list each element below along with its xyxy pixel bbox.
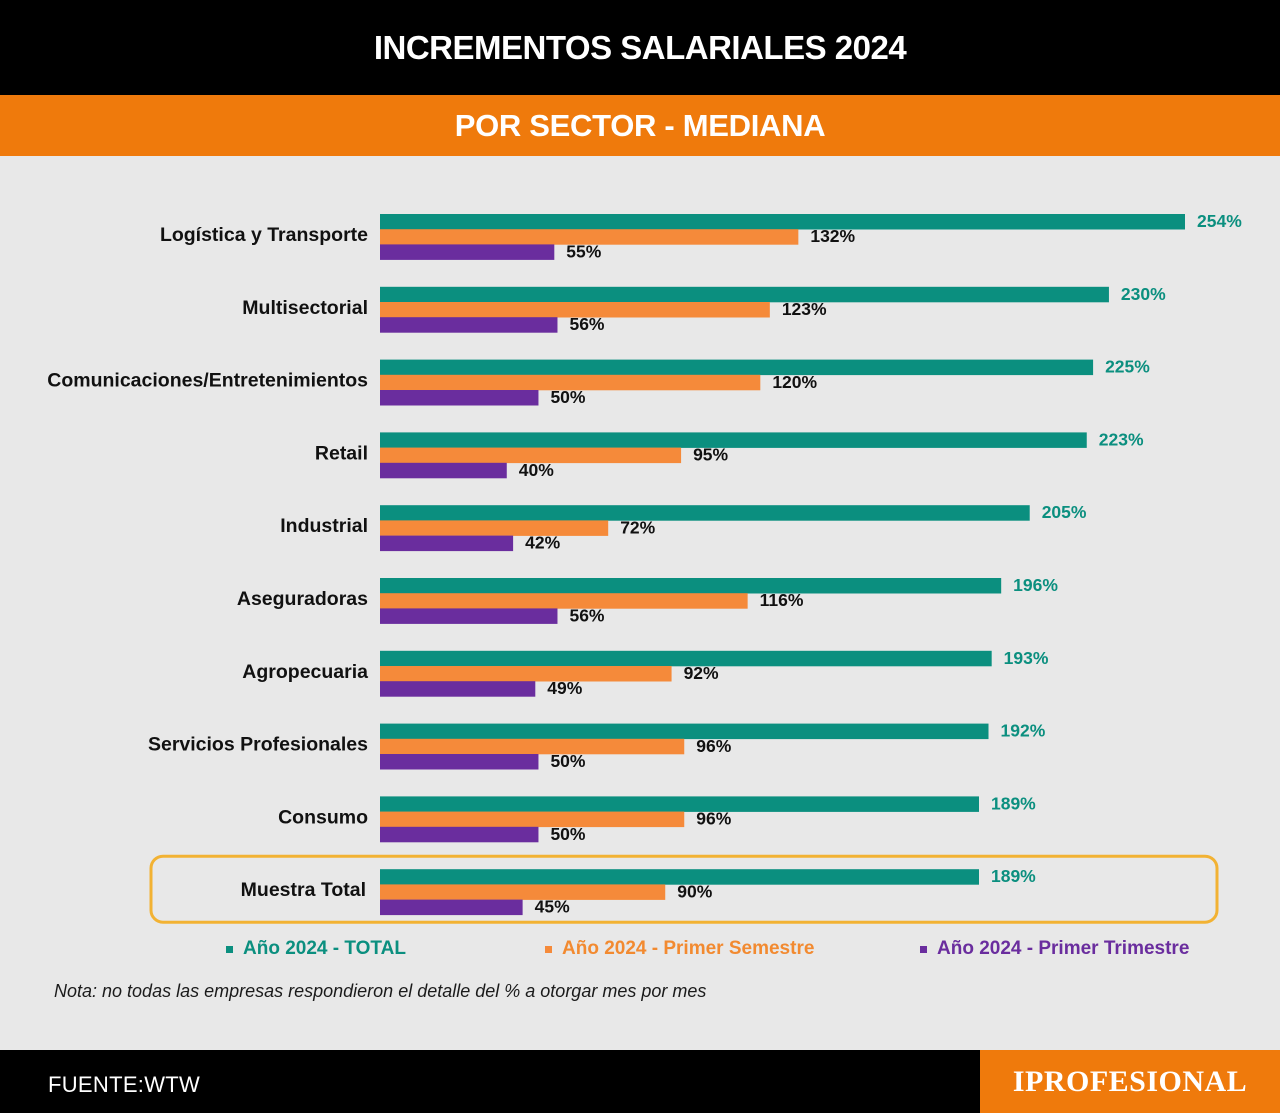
value-label-total-comunicaciones-entretenimientos: 225% <box>1105 357 1150 377</box>
brand-box: IPROFESIONAL <box>980 1050 1280 1113</box>
bar-total-aseguradoras <box>380 578 1002 594</box>
bar-total-multisectorial <box>380 286 1109 303</box>
muestra-total-highlight <box>149 854 1219 924</box>
category-label-multisectorial: Multisectorial <box>242 297 368 319</box>
legend-total-swatch <box>226 945 233 953</box>
bar-total-logistica-y-transporte <box>380 214 1185 230</box>
bar-total-comunicaciones-entretenimientos <box>380 359 1094 376</box>
bar-trimestre-muestra-total <box>380 899 523 916</box>
value-label-total-multisectorial: 230% <box>1121 284 1166 304</box>
category-label-consumo: Consumo <box>278 806 368 828</box>
bar-total-retail <box>380 432 1087 448</box>
value-label-semestre-agropecuaria: 92% <box>684 663 719 683</box>
value-label-trimestre-consumo: 50% <box>550 824 585 844</box>
value-label-total-muestra-total: 189% <box>991 866 1036 886</box>
value-label-semestre-consumo: 96% <box>696 809 731 829</box>
bar-semestre-servicios-profesionales <box>380 738 685 755</box>
legend-trimestre-swatch <box>920 945 927 953</box>
bar-trimestre-multisectorial <box>380 317 558 333</box>
value-label-trimestre-servicios-profesionales: 50% <box>550 751 585 771</box>
bar-semestre-multisectorial <box>380 302 770 318</box>
bar-total-muestra-total <box>380 869 979 885</box>
chart-title: INCREMENTOS SALARIALES 2024 <box>0 0 1280 95</box>
value-label-trimestre-aseguradoras: 56% <box>569 605 604 625</box>
value-label-trimestre-agropecuaria: 49% <box>547 678 582 698</box>
chart-subtitle: POR SECTOR - MEDIANA <box>0 95 1280 156</box>
value-label-semestre-comunicaciones-entretenimientos: 120% <box>772 372 817 392</box>
bar-trimestre-servicios-profesionales <box>380 754 539 770</box>
category-label-aseguradoras: Aseguradoras <box>237 588 368 610</box>
legend-semestre-label: Año 2024 - Primer Semestre <box>562 938 815 959</box>
source-text: FUENTE:WTW <box>48 1072 201 1097</box>
note: Nota: no todas las empresas respondieron… <box>54 981 707 1001</box>
value-label-semestre-multisectorial: 123% <box>782 299 827 319</box>
value-label-total-consumo: 189% <box>991 793 1036 813</box>
bar-semestre-muestra-total <box>380 884 666 900</box>
value-label-semestre-aseguradoras: 116% <box>760 590 804 610</box>
value-label-total-aseguradoras: 196% <box>1013 575 1058 595</box>
value-label-semestre-logistica-y-transporte: 132% <box>810 226 855 246</box>
value-label-total-agropecuaria: 193% <box>1004 648 1049 668</box>
legend-semestre: Año 2024 - Primer Semestre <box>545 938 814 960</box>
category-label-retail: Retail <box>315 442 368 464</box>
bar-trimestre-logistica-y-transporte <box>380 244 555 260</box>
value-label-total-logistica-y-transporte: 254% <box>1197 211 1242 231</box>
category-label-muestra-total: Muestra Total <box>241 879 366 901</box>
value-label-trimestre-muestra-total: 45% <box>535 897 570 917</box>
value-label-semestre-industrial: 72% <box>620 517 655 537</box>
bar-trimestre-aseguradoras <box>380 608 558 624</box>
legend-trimestre: Año 2024 - Primer Trimestre <box>920 938 1189 960</box>
value-label-total-retail: 223% <box>1099 429 1144 449</box>
value-label-trimestre-logistica-y-transporte: 55% <box>566 241 601 261</box>
brand-logo: IPROFESIONAL <box>1012 1064 1248 1098</box>
legend-total: Año 2024 - TOTAL <box>226 938 406 960</box>
value-label-trimestre-comunicaciones-entretenimientos: 50% <box>550 387 585 407</box>
value-label-total-industrial: 205% <box>1042 502 1087 522</box>
legend-total-label: Año 2024 - TOTAL <box>243 938 406 959</box>
bar-total-industrial <box>380 505 1030 521</box>
category-label-comunicaciones-entretenimientos: Comunicaciones/Entretenimientos <box>47 370 368 392</box>
bar-trimestre-agropecuaria <box>380 681 536 697</box>
bar-semestre-retail <box>380 447 682 464</box>
bar-semestre-aseguradoras <box>380 593 748 609</box>
bar-semestre-agropecuaria <box>380 666 672 682</box>
bar-semestre-logistica-y-transporte <box>380 229 799 245</box>
bar-total-consumo <box>380 796 979 812</box>
value-label-semestre-servicios-profesionales: 96% <box>696 736 731 756</box>
bar-trimestre-industrial <box>380 535 514 552</box>
bar-chart: Logística y Transporte 254% 132% 55% Multise… <box>47 211 1242 924</box>
category-label-servicios-profesionales: Servicios Profesionales <box>148 734 368 756</box>
bar-semestre-consumo <box>380 811 685 828</box>
value-label-semestre-retail: 95% <box>693 445 728 465</box>
legend-trimestre-label: Año 2024 - Primer Trimestre <box>937 938 1190 959</box>
bar-total-agropecuaria <box>380 650 992 667</box>
bar-trimestre-consumo <box>380 826 539 843</box>
legend-semestre-swatch <box>545 945 552 953</box>
category-label-logistica-y-transporte: Logística y Transporte <box>160 224 368 246</box>
category-label-industrial: Industrial <box>280 515 368 537</box>
value-label-trimestre-industrial: 42% <box>525 533 560 553</box>
value-label-trimestre-multisectorial: 56% <box>569 314 604 334</box>
bar-trimestre-comunicaciones-entretenimientos <box>380 390 539 406</box>
bar-trimestre-retail <box>380 462 507 479</box>
category-label-agropecuaria: Agropecuaria <box>242 661 368 683</box>
value-label-total-servicios-profesionales: 192% <box>1001 721 1046 741</box>
value-label-trimestre-retail: 40% <box>519 460 554 480</box>
value-label-semestre-muestra-total: 90% <box>677 881 712 901</box>
bar-semestre-comunicaciones-entretenimientos <box>380 374 761 391</box>
bar-total-servicios-profesionales <box>380 723 989 740</box>
bar-semestre-industrial <box>380 520 609 536</box>
